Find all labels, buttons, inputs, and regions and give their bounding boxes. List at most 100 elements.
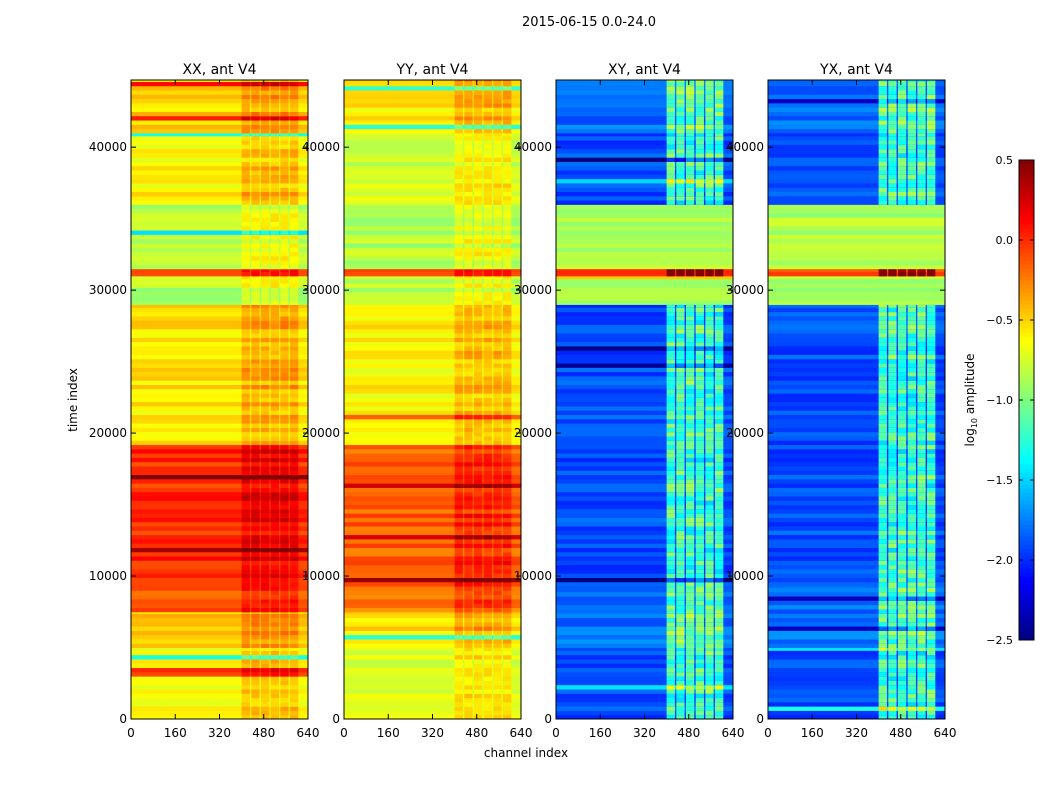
heatmap-cell xyxy=(878,534,887,540)
heatmap-cell xyxy=(878,487,887,493)
heatmap-cell xyxy=(344,647,521,651)
heatmap-cell xyxy=(715,174,724,180)
y-tick-label: 40000 xyxy=(302,140,340,154)
heatmap-cell xyxy=(768,650,945,656)
heatmap-cell xyxy=(290,251,299,257)
heatmap-cell xyxy=(464,165,473,171)
heatmap-cell xyxy=(483,611,492,614)
heatmap-cell xyxy=(483,508,492,514)
heatmap-cell xyxy=(705,81,714,87)
heatmap-cell xyxy=(290,304,299,308)
heatmap-cell xyxy=(503,658,512,664)
heatmap-cell xyxy=(260,547,270,553)
heatmap-cell xyxy=(888,587,897,593)
heatmap-cell xyxy=(715,388,724,394)
heatmap-cell xyxy=(878,393,887,398)
heatmap-cell xyxy=(897,556,907,561)
heatmap-cell xyxy=(270,80,279,82)
heatmap-cell xyxy=(473,275,483,280)
heatmap-cell xyxy=(270,521,279,527)
heatmap-cell xyxy=(493,208,502,214)
heatmap-cell xyxy=(927,90,936,95)
heatmap-cell xyxy=(454,397,463,403)
heatmap-cell xyxy=(260,208,270,214)
heatmap-cell xyxy=(280,375,289,381)
heatmap-cell xyxy=(260,676,270,681)
heatmap-cell xyxy=(676,115,685,121)
heatmap-cell xyxy=(715,324,724,330)
heatmap-cell xyxy=(888,384,897,390)
heatmap-cell xyxy=(888,337,897,343)
heatmap-cell xyxy=(483,304,492,308)
heatmap-cell xyxy=(715,688,724,694)
colorbar-segment xyxy=(1019,404,1034,409)
heatmap-cell xyxy=(493,174,502,180)
heatmap-cell xyxy=(888,650,897,656)
heatmap-cell xyxy=(695,191,704,197)
heatmap-cell xyxy=(927,414,936,420)
heatmap-cell xyxy=(251,513,260,518)
heatmap-cell xyxy=(270,120,279,125)
heatmap-cell xyxy=(483,102,492,108)
heatmap-cell xyxy=(685,568,695,574)
heatmap-cell xyxy=(556,371,733,377)
heatmap-cell xyxy=(666,538,675,544)
heatmap-cell xyxy=(878,423,887,428)
heatmap-cell xyxy=(556,161,733,167)
heatmap-cell xyxy=(768,500,945,506)
heatmap-cell xyxy=(685,638,695,644)
heatmap-cell xyxy=(666,132,675,137)
heatmap-cell xyxy=(473,304,483,308)
heatmap-cell xyxy=(260,594,270,600)
heatmap-cell xyxy=(493,124,502,130)
heatmap-cell xyxy=(454,626,463,631)
heatmap-cell xyxy=(685,358,695,364)
heatmap-cell xyxy=(290,135,299,141)
heatmap-cell xyxy=(907,581,916,587)
heatmap-cell xyxy=(768,564,945,570)
heatmap-cell xyxy=(483,135,492,141)
heatmap-cell xyxy=(705,350,714,355)
heatmap-cell xyxy=(473,128,483,134)
heatmap-cell xyxy=(705,638,714,644)
heatmap-cell xyxy=(260,401,270,407)
heatmap-cell xyxy=(685,200,695,205)
heatmap-cell xyxy=(251,650,260,656)
heatmap-cell xyxy=(676,397,685,403)
heatmap-cell xyxy=(251,504,260,510)
heatmap-cell xyxy=(270,465,279,471)
heatmap-cell xyxy=(927,680,936,686)
heatmap-cell xyxy=(241,676,250,681)
heatmap-cell xyxy=(888,268,897,273)
heatmap-cell xyxy=(666,654,675,660)
heatmap-cell xyxy=(676,431,685,437)
heatmap-cell xyxy=(917,697,926,703)
heatmap-cell xyxy=(131,278,308,284)
heatmap-cell xyxy=(260,80,270,82)
heatmap-cell xyxy=(676,483,685,488)
heatmap-cell xyxy=(927,573,936,578)
heatmap-cell xyxy=(260,431,270,437)
heatmap-cell xyxy=(464,120,473,125)
heatmap-cell xyxy=(131,393,308,398)
heatmap-cell xyxy=(131,212,308,218)
heatmap-cell xyxy=(695,693,704,699)
heatmap-cell xyxy=(483,684,492,690)
heatmap-cell xyxy=(270,128,279,134)
heatmap-cell xyxy=(666,530,675,536)
heatmap-cell xyxy=(270,474,279,480)
heatmap-cell xyxy=(927,380,936,385)
heatmap-cell xyxy=(556,187,733,193)
heatmap-cell xyxy=(280,85,289,91)
heatmap-cell xyxy=(131,418,308,424)
heatmap-cell xyxy=(464,115,473,121)
heatmap-cell xyxy=(556,710,733,716)
heatmap-cell xyxy=(503,200,512,205)
heatmap-cell xyxy=(473,278,483,284)
colorbar-segment xyxy=(1019,260,1034,265)
heatmap-cell xyxy=(454,650,463,656)
heatmap-cell xyxy=(503,225,512,231)
heatmap-cell xyxy=(685,465,695,471)
heatmap-cell xyxy=(927,706,936,711)
heatmap-cell xyxy=(917,634,926,640)
